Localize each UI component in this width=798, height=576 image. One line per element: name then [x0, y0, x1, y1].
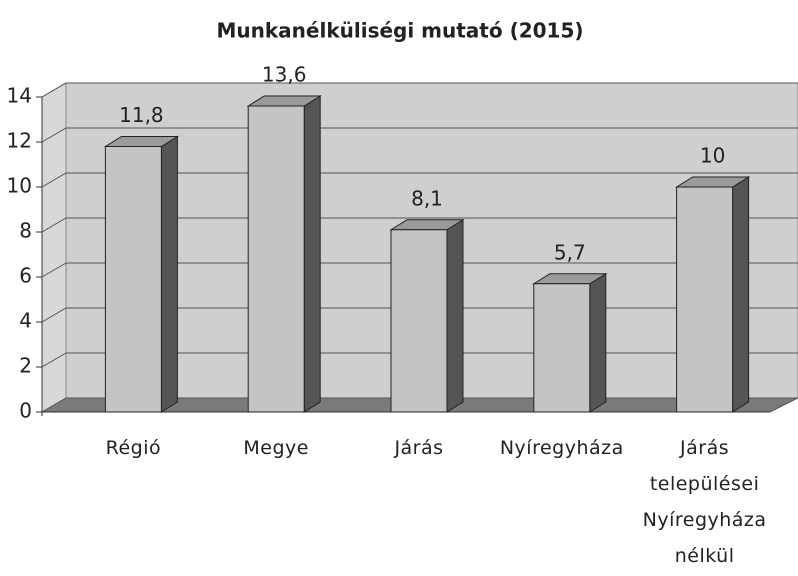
- y-tick-label: 10: [7, 174, 32, 198]
- side-wall: [41, 82, 67, 413]
- bar: [533, 283, 591, 413]
- y-tick-label: 2: [19, 354, 32, 378]
- bar-side: [303, 95, 321, 413]
- x-tick-label: Megye: [243, 437, 309, 459]
- y-tick-label: 0: [19, 399, 32, 423]
- value-label: 10: [700, 144, 725, 168]
- y-tick-label: 4: [19, 309, 32, 333]
- grid-line: [41, 262, 798, 278]
- value-label: 8,1: [411, 186, 443, 210]
- value-label: 13,6: [262, 63, 307, 87]
- grid-line: [41, 217, 798, 233]
- bar: [104, 146, 162, 413]
- y-tick-label: 6: [19, 264, 32, 288]
- bar: [390, 229, 448, 413]
- bar-side: [160, 135, 178, 413]
- chart-title: Munkanélküliségi mutató (2015): [216, 19, 583, 43]
- x-tick-label: Járás: [394, 437, 444, 459]
- bar-side: [446, 218, 464, 413]
- y-tick-label: 8: [19, 219, 32, 243]
- value-label: 5,7: [554, 240, 586, 264]
- y-tick-label: 12: [7, 129, 32, 153]
- x-tick-label: Nyíregyháza: [499, 437, 624, 459]
- bar-side: [732, 176, 750, 413]
- value-label: 11,8: [119, 103, 164, 127]
- y-tick-label: 14: [7, 84, 32, 108]
- bar: [676, 186, 734, 413]
- bar: [247, 105, 305, 413]
- grid-line: [41, 82, 798, 98]
- grid-line: [41, 127, 798, 143]
- grid-line: [41, 172, 798, 188]
- bar-side: [589, 272, 607, 413]
- x-tick-label: Járás települései Nyíregyháza nélkül: [642, 437, 767, 567]
- x-tick-label: Régió: [105, 437, 162, 459]
